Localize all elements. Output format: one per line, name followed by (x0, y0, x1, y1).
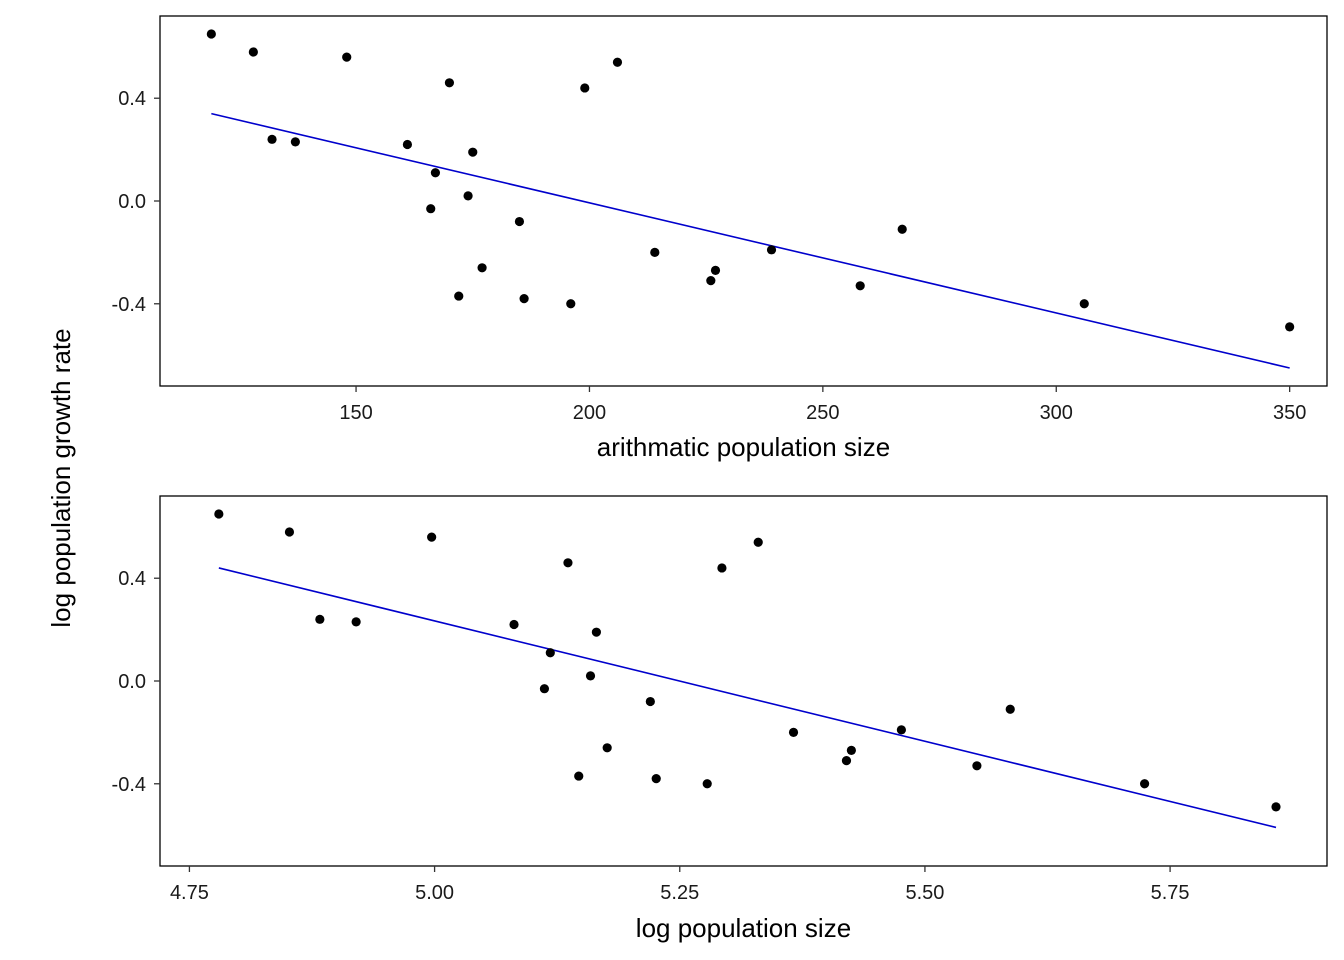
shared-y-axis-title: log population growth rate (46, 328, 76, 627)
data-point (574, 771, 584, 781)
data-point (1139, 779, 1150, 789)
data-point (896, 725, 906, 735)
x-tick-label: 300 (1040, 402, 1073, 424)
regression-line (218, 567, 1277, 829)
x-tick-label: 5.25 (660, 882, 699, 904)
data-point (351, 617, 361, 627)
data-point (214, 509, 224, 519)
x-tick-label: 350 (1273, 402, 1306, 424)
y-tick-label: 0.0 (118, 191, 146, 213)
data-point (591, 627, 601, 637)
data-point (463, 191, 473, 201)
regression-line (211, 112, 1290, 369)
data-point (612, 57, 623, 67)
x-tick-label: 250 (806, 402, 839, 424)
data-point (248, 47, 258, 57)
x-tick-label: 150 (339, 402, 372, 424)
data-point (602, 743, 612, 753)
data-point (651, 774, 661, 784)
data-point (645, 696, 655, 707)
data-point (1079, 299, 1089, 309)
data-point (706, 276, 716, 286)
data-point (897, 224, 907, 234)
data-point (477, 263, 487, 273)
data-point (454, 291, 464, 301)
data-point (514, 216, 525, 227)
data-point (717, 563, 727, 573)
data-point (766, 245, 777, 255)
data-point (284, 527, 295, 537)
x-tick-label: 5.50 (905, 882, 944, 904)
data-point (580, 83, 590, 93)
y-tick-label: -0.4 (112, 774, 146, 796)
top-panel: 150 200 250 300 350 0.4 0.0 -0.4 arithmatic popu… (112, 15, 1328, 462)
y-tick-label: -0.4 (112, 294, 146, 316)
data-point (402, 139, 413, 150)
data-point (444, 78, 455, 88)
data-point (342, 52, 352, 62)
y-tick-label: 0.4 (118, 88, 146, 110)
data-point (1285, 322, 1295, 332)
data-point (563, 558, 573, 568)
x-tick-label: 5.75 (1151, 882, 1190, 904)
data-point (846, 745, 856, 755)
data-point (788, 727, 799, 737)
data-point (426, 204, 436, 214)
bottom-panel: 4.75 5.00 5.25 5.50 5.75 0.4 0.0 -0.4 log popula… (112, 495, 1328, 943)
data-point (1005, 704, 1015, 714)
data-point (468, 147, 478, 157)
data-point (855, 281, 865, 291)
x-axis-title: arithmatic population size (597, 432, 890, 462)
data-point (519, 294, 529, 304)
data-point (545, 648, 555, 658)
data-point (710, 265, 721, 275)
data-point (650, 247, 660, 257)
data-point (509, 619, 519, 630)
data-point (267, 134, 277, 144)
x-tick-label: 200 (573, 402, 606, 424)
data-point (841, 756, 852, 766)
data-point (315, 614, 325, 624)
data-point (753, 537, 763, 547)
y-tick-label: 0.0 (118, 671, 146, 693)
data-point (430, 168, 441, 178)
x-axis-title: log population size (636, 913, 851, 943)
data-point (539, 684, 550, 694)
data-point (702, 779, 712, 789)
y-tick-label: 0.4 (118, 568, 146, 590)
data-point (427, 532, 437, 542)
data-point (206, 29, 216, 39)
x-tick-label: 4.75 (170, 882, 209, 904)
data-point (585, 671, 596, 681)
data-point (972, 761, 982, 771)
data-point (1271, 802, 1281, 812)
x-tick-label: 5.00 (415, 882, 454, 904)
data-point (290, 137, 300, 147)
data-point (566, 299, 576, 309)
